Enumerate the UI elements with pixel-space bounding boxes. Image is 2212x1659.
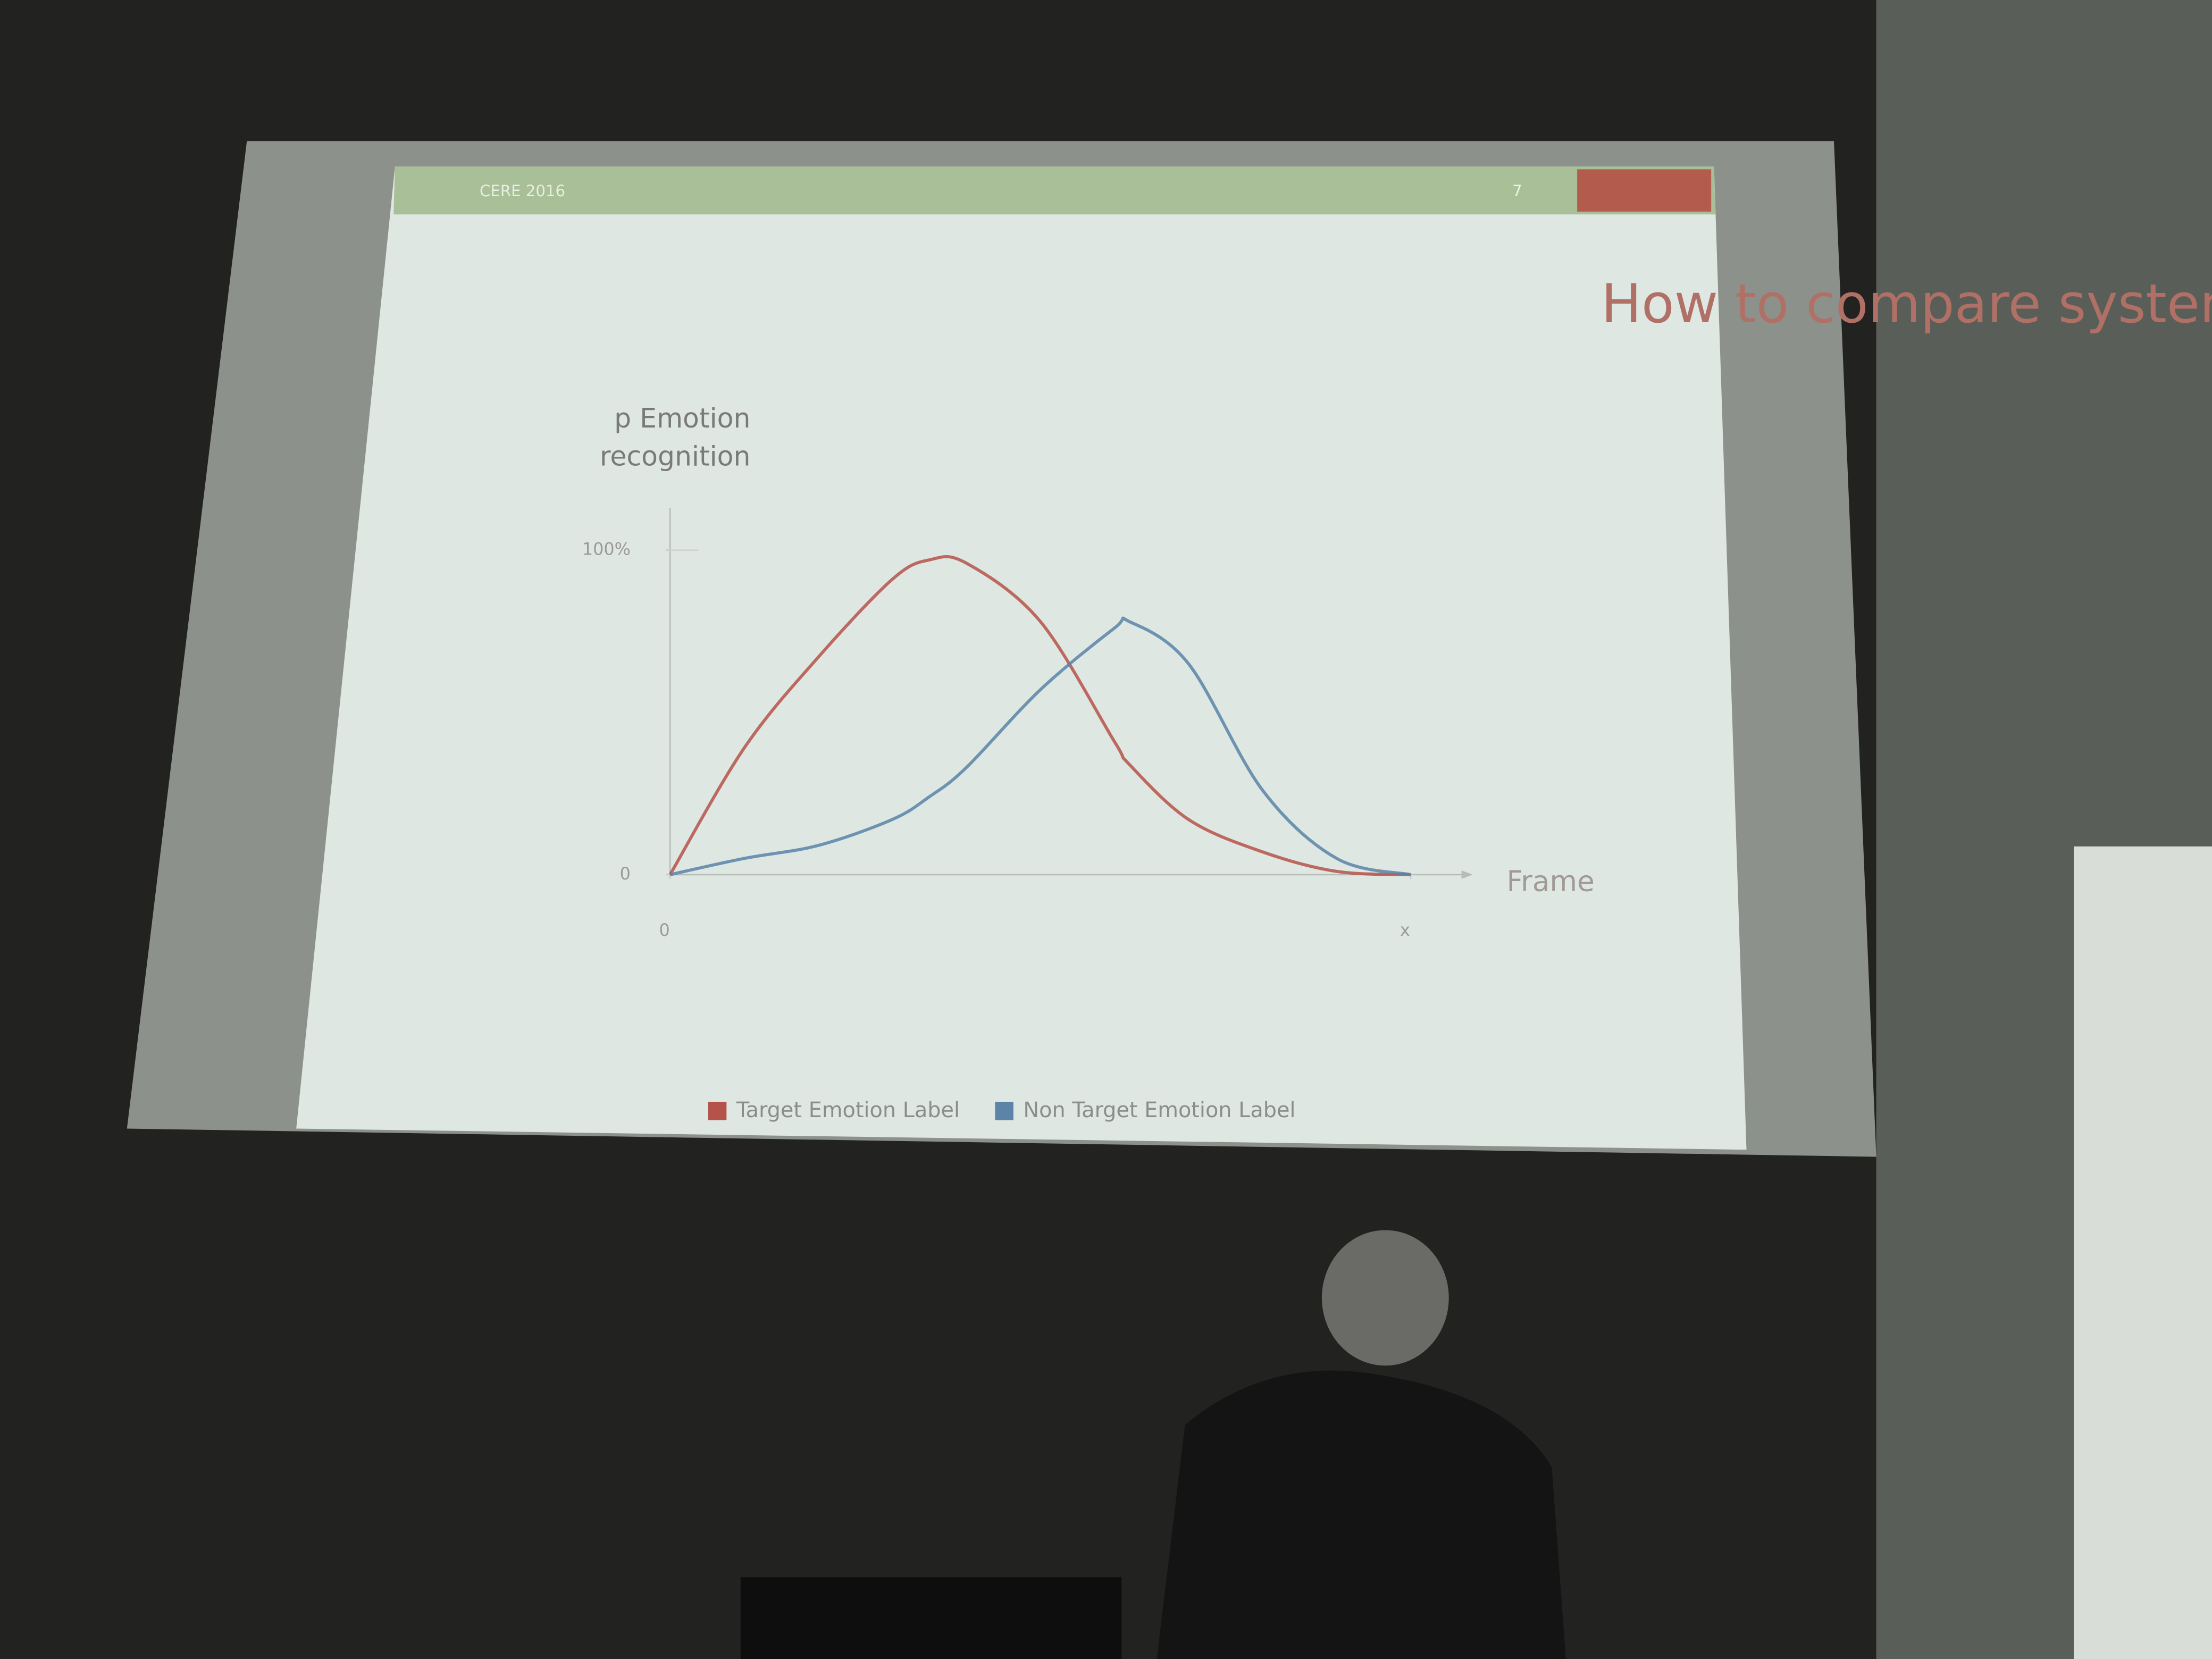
data-line	[668, 555, 1411, 876]
presenter-body	[1157, 1370, 1566, 1659]
x-axis-label: Frame	[1506, 865, 1594, 898]
window-light	[2074, 846, 2212, 1659]
plot: 0 100% 0 x Target Emotion Label Non Target Em…	[582, 508, 1473, 1122]
slide	[296, 166, 1747, 1150]
y-tick-label: 100%	[582, 539, 631, 559]
y-axis-label: p Emotion	[614, 403, 750, 434]
slide-footer-left: CERE 2016	[480, 182, 565, 200]
y-axis-label: recognition	[600, 441, 751, 472]
data-line	[669, 616, 1411, 876]
x-tick-label: 0	[659, 920, 669, 940]
chart-title: How to compare systems’ accuracy?	[1601, 272, 2212, 335]
slide-header-bar	[393, 166, 1716, 215]
x-tick-label: x	[1400, 920, 1410, 940]
logo	[1577, 169, 1712, 212]
laptop	[740, 1577, 1122, 1659]
x-axis-arrow	[1461, 870, 1473, 879]
legend-label: Non Target Emotion Label	[1023, 1098, 1295, 1122]
legend-label: Target Emotion Label	[736, 1098, 960, 1122]
y-tick-label: 0	[620, 864, 631, 884]
presenter-head	[1321, 1230, 1449, 1366]
legend-swatch	[708, 1102, 727, 1120]
legend-swatch	[995, 1102, 1013, 1120]
slide-number: 7	[1512, 182, 1522, 200]
